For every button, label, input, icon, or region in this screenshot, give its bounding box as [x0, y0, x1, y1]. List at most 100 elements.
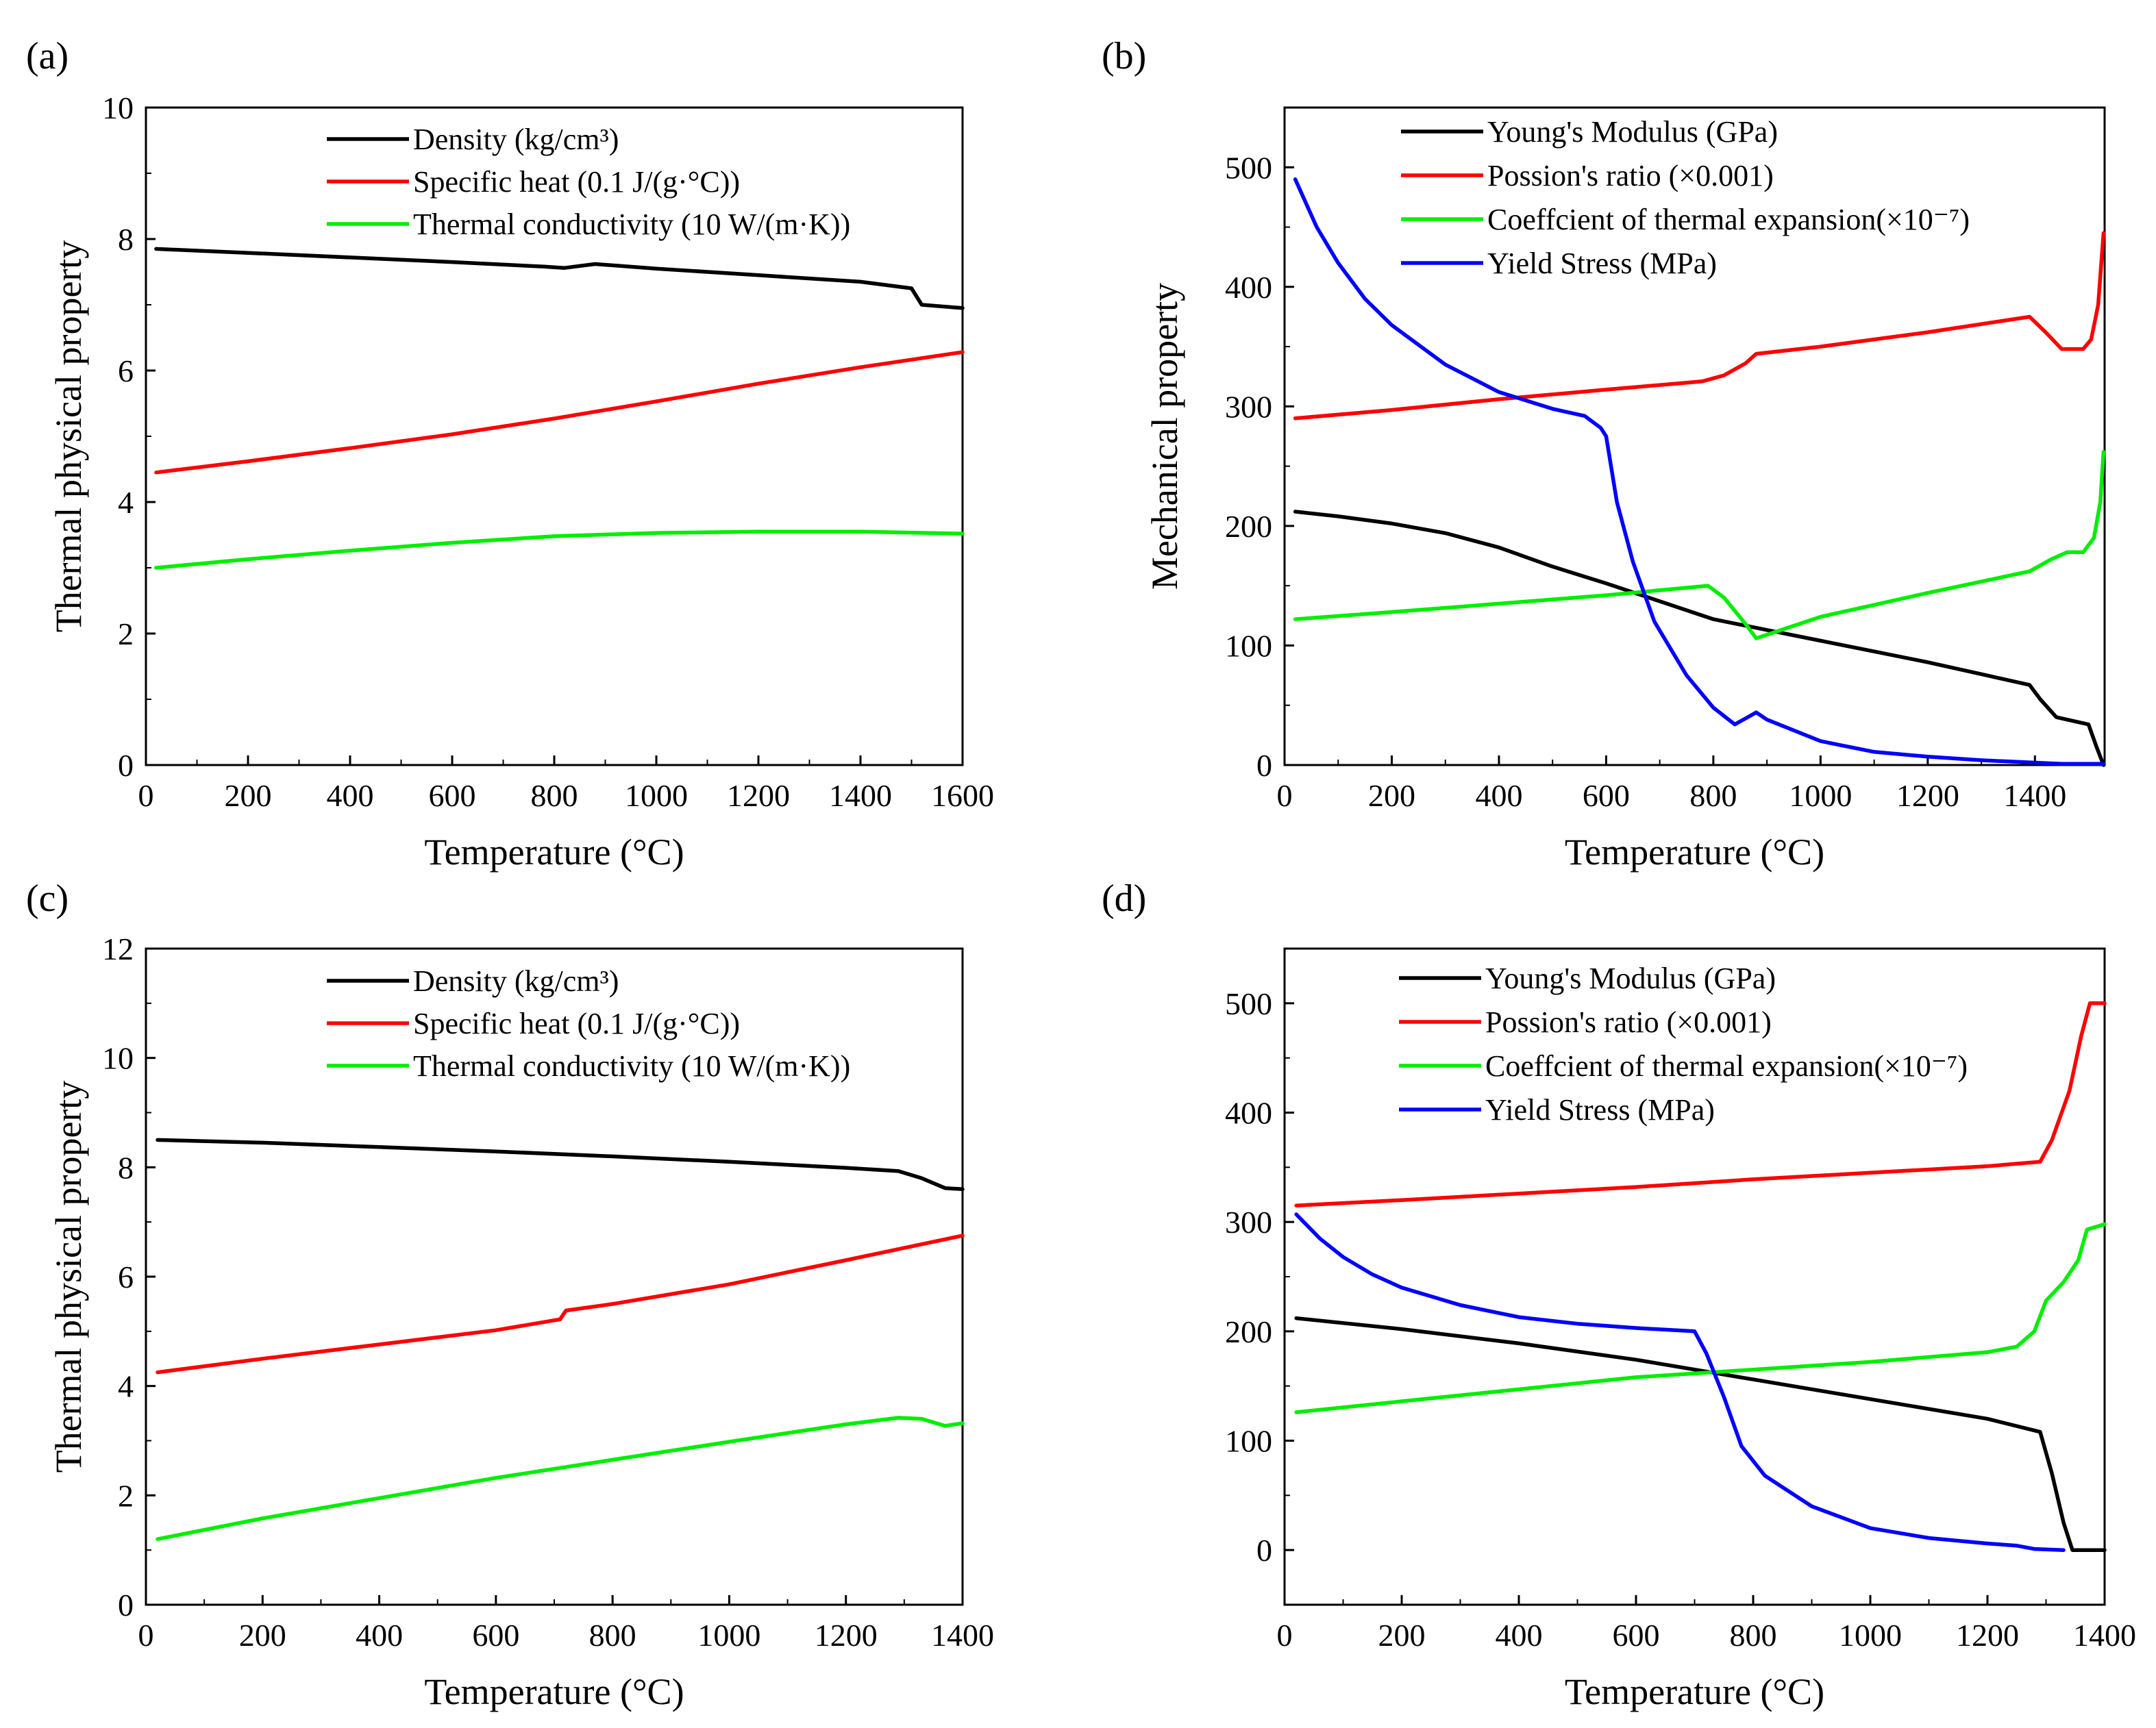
- x-tick-label: 0: [138, 778, 154, 813]
- y-tick-label: 6: [118, 353, 134, 388]
- x-tick-label: 1000: [1839, 1618, 1902, 1653]
- series-line-3: [1294, 1212, 2066, 1552]
- x-axis-title: Temperature (°C): [424, 831, 684, 873]
- y-tick-label: 200: [1225, 509, 1272, 544]
- series-line-1: [1293, 231, 2106, 421]
- panel-label: (b): [1102, 35, 1146, 77]
- legend-label: Possion's ratio (×0.001): [1485, 1005, 1772, 1039]
- y-axis-title: Thermal physical property: [48, 240, 89, 633]
- legend-label: Coeffcient of thermal expansion(×10⁻⁷): [1487, 203, 1970, 236]
- y-tick-label: 0: [1256, 748, 1272, 783]
- series-line-0: [1293, 510, 2106, 767]
- x-tick-label: 1000: [1789, 778, 1852, 813]
- y-tick-label: 400: [1225, 270, 1272, 305]
- series-line-2: [156, 1416, 965, 1541]
- x-tick-label: 1400: [931, 1618, 994, 1653]
- legend-label: Coeffcient of thermal expansion(×10⁻⁷): [1485, 1049, 1968, 1083]
- plot-frame: [145, 106, 964, 766]
- y-tick-label: 4: [118, 1369, 134, 1404]
- legend-label: Yield Stress (MPa): [1485, 1093, 1715, 1127]
- x-tick-label: 800: [531, 778, 578, 813]
- legend-label: Young's Modulus (GPa): [1485, 962, 1776, 995]
- series-group: [1294, 1001, 2107, 1552]
- x-tick-label: 400: [356, 1618, 403, 1653]
- plot-frame: [145, 947, 964, 1606]
- y-tick-label: 400: [1225, 1096, 1272, 1131]
- legend: Density (kg/cm³) Specific heat (0.1 J/(g·…: [327, 964, 850, 1083]
- legend-label: Possion's ratio (×0.001): [1487, 159, 1774, 192]
- x-tick-label: 800: [1689, 778, 1737, 813]
- series-line-0: [156, 1138, 965, 1192]
- y-tick-label: 10: [102, 1041, 134, 1076]
- x-tick-label: 600: [1613, 1618, 1660, 1653]
- panel-label: (a): [26, 35, 69, 77]
- y-tick-label: 8: [118, 222, 134, 257]
- x-axis-title: Temperature (°C): [424, 1671, 684, 1712]
- series-line-2: [1294, 1222, 2107, 1414]
- x-tick-label: 400: [1475, 778, 1522, 813]
- plot-frame: [1283, 106, 2106, 766]
- legend-label: Yield Stress (MPa): [1487, 247, 1717, 280]
- x-tick-label: 400: [1496, 1618, 1543, 1653]
- y-tick-label: 2: [118, 616, 134, 651]
- x-tick-label: 0: [138, 1618, 154, 1653]
- chart-panel-b: (b) 0 200 400 600 800 1000 1200 1400 0 100 200 300 40…: [1102, 35, 2106, 873]
- legend-label: Density (kg/cm³): [413, 123, 619, 156]
- x-tick-label: 1400: [2073, 1618, 2136, 1653]
- y-tick-label: 10: [102, 90, 134, 125]
- y-tick-label: 500: [1225, 150, 1272, 185]
- y-tick-label: 2: [118, 1478, 134, 1513]
- series-line-2: [154, 529, 965, 570]
- y-tick-label: 0: [118, 748, 134, 783]
- series-line-2: [1293, 449, 2106, 640]
- legend-label: Thermal conductivity (10 W/(m·K)): [413, 208, 850, 241]
- x-axis-title: Temperature (°C): [1565, 831, 1824, 873]
- series-group: [1293, 177, 2106, 767]
- x-tick-label: 1000: [625, 778, 688, 813]
- chart-panel-c: (c) 0 200 400 600 800 1000 1200 1400 0 2 4 6 8 10 12 Tem…: [26, 877, 994, 1712]
- y-tick-label: 12: [102, 931, 134, 966]
- y-tick-label: 300: [1225, 1205, 1272, 1240]
- x-tick-label: 0: [1277, 778, 1293, 813]
- x-tick-label: 1200: [1956, 1618, 2019, 1653]
- y-axis-title: Thermal physical property: [48, 1081, 89, 1473]
- series-line-0: [1294, 1316, 2107, 1552]
- x-tick-label: 1400: [2003, 778, 2066, 813]
- legend-label: Specific heat (0.1 J/(g·°C)): [413, 1007, 740, 1040]
- y-tick-label: 8: [118, 1150, 134, 1185]
- x-tick-label: 200: [239, 1618, 286, 1653]
- y-tick-label: 100: [1225, 1424, 1272, 1459]
- legend: Young's Modulus (GPa) Possion's ratio (×0…: [1401, 115, 1970, 280]
- y-tick-label: 0: [118, 1588, 134, 1623]
- x-tick-label: 400: [327, 778, 374, 813]
- chart-panel-d: (d) 0 200 400 600 800 1000 1200 1400 0 100 200 300 40…: [1102, 877, 2136, 1712]
- x-tick-label: 1000: [697, 1618, 760, 1653]
- y-tick-label: 6: [118, 1260, 134, 1294]
- legend-label: Young's Modulus (GPa): [1487, 115, 1778, 149]
- x-tick-label: 800: [1730, 1618, 1777, 1653]
- x-tick-label: 1200: [815, 1618, 878, 1653]
- y-tick-label: 0: [1256, 1533, 1272, 1568]
- legend-label: Thermal conductivity (10 W/(m·K)): [413, 1049, 850, 1083]
- x-tick-label: 1400: [829, 778, 892, 813]
- series-line-3: [1293, 177, 2106, 766]
- x-tick-label: 200: [225, 778, 272, 813]
- legend-label: Density (kg/cm³): [413, 964, 619, 998]
- y-axis-title: Mechanical property: [1144, 283, 1185, 590]
- y-tick-label: 500: [1225, 986, 1272, 1021]
- plot-frame: [1283, 947, 2106, 1606]
- series-group: [156, 1138, 965, 1541]
- chart-panel-a: (a) 0 200 400 600 800 1000 1200 1400 1600 0 2 4 6 8 10 T…: [26, 35, 994, 873]
- x-tick-label: 600: [1583, 778, 1630, 813]
- legend: Density (kg/cm³) Specific heat (0.1 J/(g·…: [327, 123, 850, 241]
- x-tick-label: 200: [1368, 778, 1415, 813]
- x-tick-label: 1200: [1896, 778, 1959, 813]
- series-group: [154, 247, 965, 570]
- y-tick-label: 100: [1225, 628, 1272, 663]
- y-tick-label: 300: [1225, 389, 1272, 424]
- panel-label: (d): [1102, 877, 1146, 920]
- legend: Young's Modulus (GPa) Possion's ratio (×0…: [1399, 962, 1968, 1127]
- x-tick-label: 1600: [931, 778, 994, 813]
- series-line-1: [154, 350, 965, 475]
